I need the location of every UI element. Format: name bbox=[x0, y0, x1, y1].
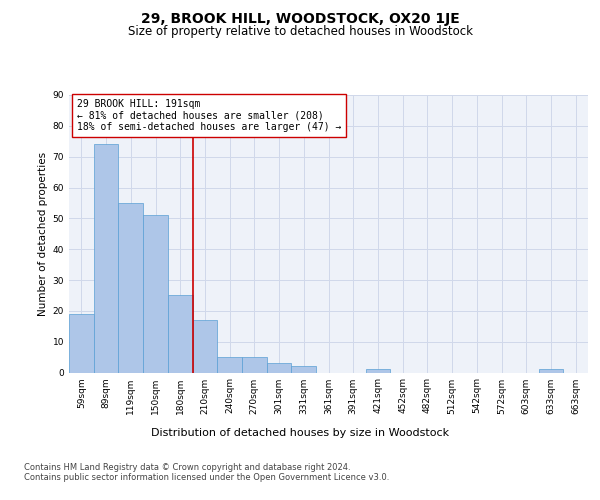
Bar bbox=[94, 144, 118, 372]
Bar bbox=[267, 363, 292, 372]
Bar bbox=[217, 357, 242, 372]
Bar bbox=[143, 215, 168, 372]
Bar bbox=[242, 357, 267, 372]
Bar bbox=[292, 366, 316, 372]
Bar bbox=[193, 320, 217, 372]
Bar bbox=[118, 203, 143, 372]
Bar bbox=[539, 370, 563, 372]
Bar bbox=[365, 370, 390, 372]
Y-axis label: Number of detached properties: Number of detached properties bbox=[38, 152, 49, 316]
Text: Contains HM Land Registry data © Crown copyright and database right 2024.
Contai: Contains HM Land Registry data © Crown c… bbox=[24, 463, 389, 482]
Text: 29 BROOK HILL: 191sqm
← 81% of detached houses are smaller (208)
18% of semi-det: 29 BROOK HILL: 191sqm ← 81% of detached … bbox=[77, 99, 341, 132]
Text: Distribution of detached houses by size in Woodstock: Distribution of detached houses by size … bbox=[151, 428, 449, 438]
Bar bbox=[69, 314, 94, 372]
Bar bbox=[168, 296, 193, 372]
Text: Size of property relative to detached houses in Woodstock: Size of property relative to detached ho… bbox=[128, 24, 473, 38]
Text: 29, BROOK HILL, WOODSTOCK, OX20 1JE: 29, BROOK HILL, WOODSTOCK, OX20 1JE bbox=[140, 12, 460, 26]
